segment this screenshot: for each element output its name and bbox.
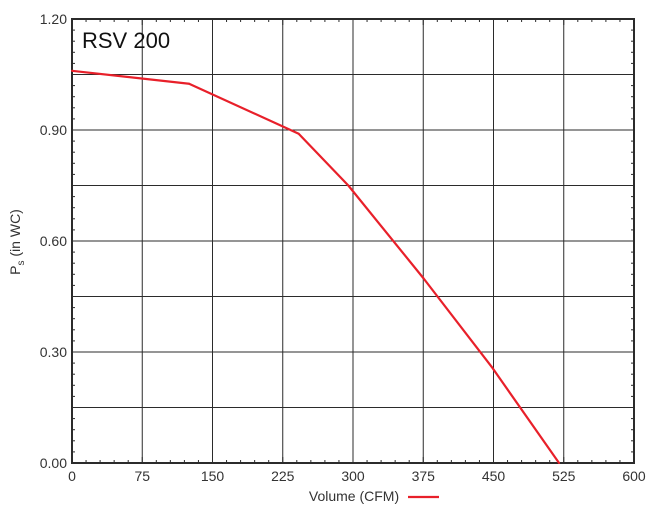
data-point	[297, 132, 300, 135]
data-point	[490, 365, 493, 368]
x-tick-label: 300	[341, 468, 365, 484]
x-tick-label: 150	[201, 468, 225, 484]
plot-frame	[71, 18, 635, 464]
x-tick-label: 375	[412, 468, 436, 484]
y-tick-label: 0.60	[40, 233, 67, 249]
y-tick-label: 0.90	[40, 122, 67, 138]
x-tick-label: 75	[134, 468, 150, 484]
x-tick-labels: 0 75 150 225 300 375 450 525 600	[68, 468, 646, 484]
y-tick-label: 0.00	[40, 455, 67, 471]
y-axis-title-subscript: s	[16, 260, 27, 265]
model-label: RSV 200	[82, 28, 170, 53]
x-tick-label: 525	[552, 468, 576, 484]
data-point	[422, 277, 425, 279]
data-point	[71, 69, 73, 72]
data-point	[188, 82, 191, 85]
x-tick-label: 600	[622, 468, 646, 484]
x-tick-label: 0	[68, 468, 76, 484]
x-tick-label: 225	[271, 468, 295, 484]
y-tick-label: 1.20	[40, 11, 67, 27]
y-tick-labels: 0.00 0.30 0.60 0.90 1.20	[40, 11, 67, 471]
y-axis-title: Ps (in WC)	[7, 209, 27, 275]
grid-layer	[72, 19, 634, 463]
y-axis-title-rest: (in WC)	[7, 209, 23, 260]
x-axis-title: Volume (CFM)	[309, 488, 399, 504]
data-point	[347, 184, 350, 187]
y-tick-label: 0.30	[40, 344, 67, 360]
x-tick-label: 450	[482, 468, 506, 484]
data-point	[558, 462, 561, 464]
y-axis-title-main: P	[7, 265, 23, 274]
point-layer	[71, 69, 561, 464]
